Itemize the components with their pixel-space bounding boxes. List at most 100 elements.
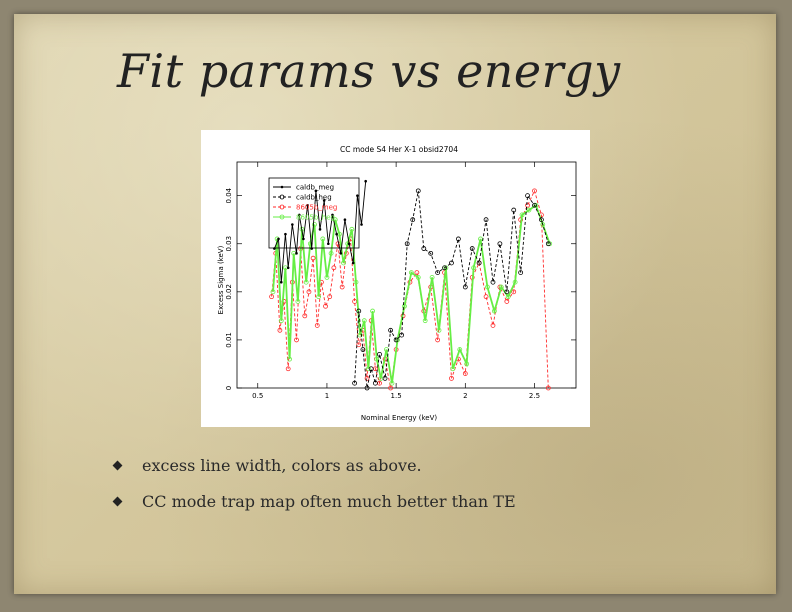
- series-line-caldb_meg: [273, 181, 367, 283]
- data-point: [450, 366, 456, 372]
- data-point: [287, 356, 292, 362]
- data-point: [323, 303, 328, 309]
- data-point: [361, 318, 367, 324]
- y-tick-label: 0: [225, 386, 233, 390]
- data-point: [457, 347, 463, 352]
- data-point: [429, 275, 435, 280]
- data-point: [331, 265, 337, 271]
- data-point: [339, 252, 343, 255]
- data-point: [294, 337, 299, 343]
- data-point: [491, 308, 497, 314]
- data-point: [353, 279, 359, 285]
- data-point: [314, 323, 320, 328]
- data-point: [366, 366, 371, 372]
- data-point: [511, 289, 517, 295]
- data-point: [388, 327, 393, 333]
- data-point: [478, 236, 483, 242]
- series-line-8605b_meg: [271, 189, 549, 389]
- data-point: [364, 179, 367, 183]
- data-point: [485, 284, 490, 290]
- data-point: [374, 356, 380, 362]
- series-line-8605b_heg: [272, 203, 551, 384]
- data-point: [428, 250, 434, 256]
- data-point: [372, 380, 378, 386]
- data-point: [547, 241, 553, 247]
- x-tick-label: 1.5: [391, 392, 402, 400]
- data-point: [356, 194, 359, 197]
- data-point: [388, 385, 393, 391]
- slide-title: Fit params vs energy: [117, 44, 621, 98]
- data-point: [490, 323, 496, 328]
- data-point: [498, 284, 504, 290]
- legend-label: caldb_meg: [296, 184, 334, 192]
- bullet-diamond-icon: [112, 460, 123, 471]
- data-point: [347, 242, 351, 246]
- data-point: [284, 232, 287, 236]
- x-tick-label: 0.5: [252, 392, 263, 400]
- data-point: [327, 242, 330, 246]
- legend-label: 8605b_meg: [296, 204, 337, 212]
- data-point: [449, 260, 454, 266]
- data-point: [410, 217, 416, 223]
- data-point: [277, 327, 283, 333]
- data-point: [436, 327, 442, 333]
- data-point: [539, 217, 544, 223]
- data-point: [279, 280, 283, 284]
- data-point: [469, 246, 475, 251]
- data-point: [343, 218, 347, 222]
- bullet-diamond-icon: [112, 496, 123, 507]
- data-point: [356, 342, 362, 348]
- data-point: [415, 275, 421, 280]
- data-point: [414, 270, 420, 275]
- data-point: [483, 294, 489, 300]
- data-point: [291, 223, 294, 226]
- data-point: [421, 246, 427, 251]
- data-point: [335, 232, 338, 236]
- bullet-item: CC mode trap map often much better than …: [112, 489, 516, 525]
- data-point: [318, 228, 322, 231]
- chart-container: CC mode S4 Her X-1 obsid2704 Nominal Ene…: [201, 130, 590, 427]
- bullet-item: excess line width, colors as above.: [112, 453, 516, 489]
- data-point: [476, 260, 482, 266]
- data-point: [339, 284, 345, 290]
- data-point: [389, 380, 395, 386]
- y-tick-label: 0.04: [225, 187, 233, 203]
- data-point: [545, 385, 551, 391]
- data-point: [511, 207, 517, 213]
- data-point: [402, 303, 407, 309]
- data-point: [512, 279, 518, 285]
- data-point: [364, 385, 370, 391]
- legend-marker: [280, 185, 284, 189]
- data-point: [295, 299, 301, 304]
- data-point: [331, 213, 334, 217]
- data-point: [435, 337, 441, 343]
- data-point: [490, 279, 496, 285]
- x-tick-label: 1: [325, 392, 329, 400]
- data-point: [395, 337, 400, 343]
- data-point: [404, 241, 410, 247]
- x-axis-label: Nominal Energy (keV): [361, 414, 438, 422]
- bullet-list: excess line width, colors as above. CC m…: [112, 453, 516, 525]
- data-point: [302, 313, 308, 319]
- data-point: [302, 237, 305, 241]
- data-point: [462, 284, 468, 290]
- data-point: [269, 294, 274, 300]
- data-point: [303, 279, 309, 285]
- data-point: [449, 375, 454, 381]
- data-point: [349, 226, 355, 232]
- data-point: [519, 212, 525, 218]
- data-point: [285, 366, 291, 372]
- data-point: [360, 347, 366, 352]
- data-point: [277, 237, 280, 241]
- data-point: [310, 255, 316, 261]
- data-point: [497, 241, 503, 247]
- data-point: [382, 375, 388, 381]
- data-point: [504, 299, 510, 304]
- data-point: [471, 265, 477, 271]
- data-point: [442, 265, 447, 271]
- bullet-text: CC mode trap map often much better than …: [142, 492, 516, 511]
- data-point: [408, 270, 414, 275]
- chart-svg: CC mode S4 Her X-1 obsid2704 Nominal Ene…: [217, 145, 577, 422]
- legend-marker: [279, 214, 285, 220]
- legend-marker: [279, 204, 285, 210]
